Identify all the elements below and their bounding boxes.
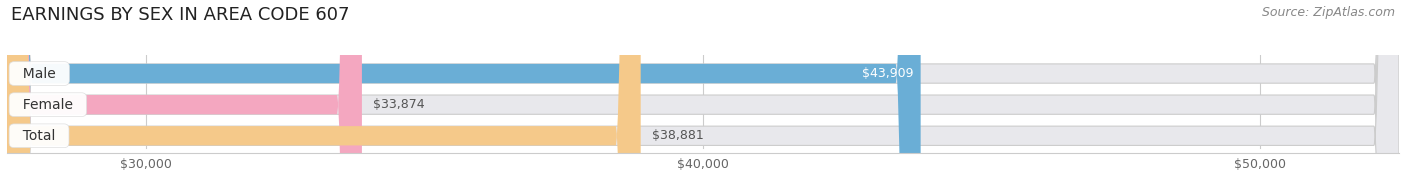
Text: Female: Female [14,98,82,112]
Text: EARNINGS BY SEX IN AREA CODE 607: EARNINGS BY SEX IN AREA CODE 607 [11,6,350,24]
Text: Male: Male [14,67,65,81]
FancyBboxPatch shape [7,0,1399,196]
FancyBboxPatch shape [7,0,641,196]
FancyBboxPatch shape [7,0,1399,196]
Text: $33,874: $33,874 [373,98,425,111]
Text: Total: Total [14,129,65,143]
FancyBboxPatch shape [7,0,921,196]
Text: $43,909: $43,909 [862,67,914,80]
Text: Source: ZipAtlas.com: Source: ZipAtlas.com [1261,6,1395,19]
FancyBboxPatch shape [7,0,1399,196]
Text: $38,881: $38,881 [652,129,703,142]
FancyBboxPatch shape [7,0,361,196]
